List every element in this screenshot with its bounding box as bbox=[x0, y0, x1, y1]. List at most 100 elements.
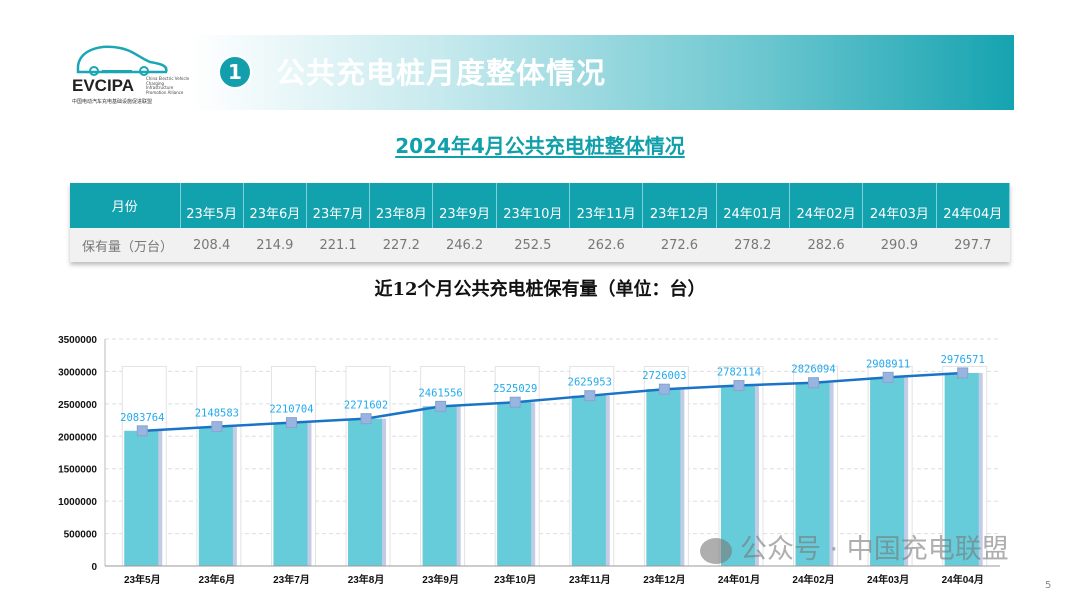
x-tick-label: 23年11月 bbox=[569, 573, 611, 586]
cell-value: 262.6 bbox=[569, 228, 643, 262]
page-subtitle: 2024年4月公共充电桩整体情况 bbox=[0, 130, 1080, 159]
line-marker bbox=[733, 380, 745, 392]
bar bbox=[795, 382, 830, 566]
summary-table: 月份 23年5月 23年6月 23年7月 23年8月 23年9月 23年10月 23年11月 2… bbox=[70, 183, 1011, 262]
header-month: 23年11月 bbox=[569, 183, 644, 228]
cell-value: 272.6 bbox=[642, 228, 717, 262]
section-title: 公共充电桩月度整体情况 bbox=[276, 56, 607, 90]
data-label: 2625953 bbox=[568, 377, 612, 389]
bar bbox=[944, 372, 979, 566]
data-label: 2210704 bbox=[269, 404, 313, 416]
cell-value: 214.9 bbox=[243, 228, 307, 262]
chart-title: 近12个月公共充电桩保有量（单位：台） bbox=[374, 279, 706, 300]
y-tick-label: 3500000 bbox=[58, 335, 97, 346]
line-marker bbox=[509, 396, 521, 408]
x-tick-label: 23年8月 bbox=[348, 573, 385, 586]
bar-line-chart: 0 500000 1000000 1500000 2000000 2500000 30000… bbox=[58, 335, 1000, 586]
cell-value: 246.2 bbox=[432, 228, 497, 262]
line-marker bbox=[584, 390, 596, 402]
data-label: 2271602 bbox=[344, 400, 388, 412]
cell-value: 297.7 bbox=[936, 228, 1010, 262]
x-tick-label: 24年02月 bbox=[792, 573, 834, 586]
y-tick-label: 3000000 bbox=[58, 367, 97, 378]
logo-english: China Electric Vehicle Charging Infrastr… bbox=[146, 76, 190, 95]
y-tick-label: 500000 bbox=[64, 530, 98, 541]
series-line bbox=[142, 371, 963, 433]
header-month: 23年5月 bbox=[180, 183, 244, 228]
data-label: 2461556 bbox=[418, 387, 462, 399]
bar bbox=[124, 430, 159, 566]
watermark: 公众号 · 中国充电联盟 bbox=[700, 534, 1009, 566]
section-number: 1 bbox=[218, 55, 252, 89]
cell-value: 252.5 bbox=[496, 228, 570, 262]
x-tick-label: 23年7月 bbox=[273, 573, 310, 586]
x-tick-label: 23年6月 bbox=[199, 573, 236, 586]
header-month: 23年9月 bbox=[432, 183, 497, 228]
bar bbox=[646, 389, 681, 566]
header-month: 23年6月 bbox=[243, 183, 307, 228]
x-tick-label: 24年01月 bbox=[718, 573, 760, 586]
section-banner bbox=[190, 35, 1014, 110]
data-label: 2782114 bbox=[717, 367, 761, 379]
line-marker bbox=[808, 377, 820, 389]
data-label: 2826094 bbox=[791, 364, 835, 376]
logo-chinese: 中国电动汽车充电基础设施促进联盟 bbox=[72, 99, 153, 105]
logo-text: EVCIPA bbox=[72, 76, 135, 95]
bar bbox=[497, 402, 532, 566]
x-tick-label: 23年12月 bbox=[643, 573, 685, 586]
bar bbox=[720, 385, 755, 566]
x-tick-label: 23年9月 bbox=[422, 573, 459, 586]
line-marker bbox=[957, 367, 969, 379]
data-label: 2525029 bbox=[493, 383, 537, 395]
line-marker bbox=[435, 400, 447, 412]
data-label: 2908911 bbox=[866, 358, 910, 370]
cell-value: 278.2 bbox=[716, 228, 790, 262]
table-header-row: 月份 23年5月 23年6月 23年7月 23年8月 23年9月 23年10月 23年11月 2… bbox=[70, 183, 1011, 228]
x-tick-label: 24年04月 bbox=[942, 573, 984, 586]
x-tick-label: 24年03月 bbox=[867, 573, 909, 586]
cell-value: 290.9 bbox=[862, 228, 937, 262]
data-label: 2726003 bbox=[642, 370, 686, 382]
header-month: 24年04月 bbox=[936, 183, 1011, 228]
bar bbox=[198, 426, 233, 566]
x-tick-label: 23年10月 bbox=[494, 573, 536, 586]
line-marker bbox=[285, 417, 297, 429]
y-tick-label: 2000000 bbox=[58, 432, 97, 443]
line-marker bbox=[658, 383, 670, 395]
header-month: 24年03月 bbox=[862, 183, 937, 228]
data-label: 2083764 bbox=[120, 412, 164, 424]
table-row: 保有量（万台） 208.4 214.9 221.1 227.2 246.2 252.5 262… bbox=[70, 228, 1010, 262]
row-label: 保有量（万台） bbox=[70, 228, 180, 262]
evcipa-logo-icon bbox=[76, 45, 168, 76]
wechat-icon bbox=[700, 537, 732, 564]
y-tick-label: 1500000 bbox=[58, 465, 97, 476]
header-month: 24年02月 bbox=[789, 183, 864, 228]
y-tick-label: 1000000 bbox=[58, 497, 97, 508]
line-marker bbox=[360, 413, 372, 425]
cell-value: 227.2 bbox=[369, 228, 433, 262]
line-marker bbox=[882, 371, 894, 383]
y-tick-label: 2500000 bbox=[58, 400, 97, 411]
header-month: 23年8月 bbox=[369, 183, 434, 228]
page-number: 5 bbox=[1045, 580, 1052, 591]
header-month: 23年7月 bbox=[306, 183, 371, 228]
cell-value: 221.1 bbox=[306, 228, 370, 262]
bar bbox=[422, 406, 457, 566]
bar bbox=[870, 377, 905, 566]
x-tick-label: 23年5月 bbox=[124, 573, 161, 586]
header-label: 月份 bbox=[70, 183, 181, 228]
header-month: 24年01月 bbox=[716, 183, 790, 228]
line-marker bbox=[211, 421, 223, 433]
header-month: 23年10月 bbox=[496, 183, 570, 228]
y-tick-label: 0 bbox=[91, 562, 97, 573]
cell-value: 208.4 bbox=[180, 228, 244, 262]
line-marker bbox=[136, 425, 148, 437]
data-label: 2148583 bbox=[195, 408, 239, 420]
header-month: 23年12月 bbox=[642, 183, 717, 228]
bar bbox=[273, 422, 308, 566]
subtitle-text: 2024年4月公共充电桩整体情况 bbox=[395, 134, 685, 158]
bar bbox=[571, 395, 606, 566]
bar bbox=[348, 418, 383, 566]
watermark-text: 公众号 · 中国充电联盟 bbox=[740, 534, 1009, 565]
cell-value: 282.6 bbox=[789, 228, 863, 262]
